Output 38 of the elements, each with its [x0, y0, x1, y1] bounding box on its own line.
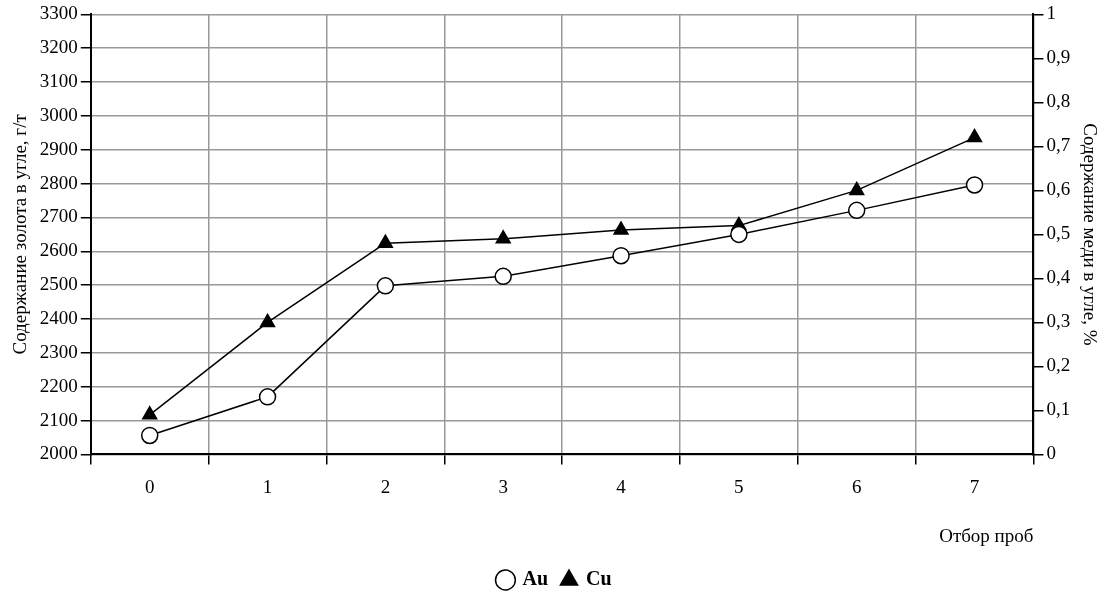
- y-tick-label: 2300: [39, 340, 78, 362]
- y-tick-label: 3100: [39, 70, 78, 92]
- y2-tick-label: 0,4: [1046, 266, 1071, 288]
- x-tick-label: 4: [616, 475, 627, 497]
- y-tick-label: 2000: [39, 442, 78, 464]
- y-tick-label: 3200: [39, 36, 78, 58]
- y2-tick-label: 0,1: [1046, 398, 1071, 420]
- y2-tick-label: 0,2: [1046, 354, 1071, 376]
- y-tick-label: 2100: [39, 408, 78, 430]
- legend-label: Au: [522, 567, 549, 590]
- y2-tick-label: 0,7: [1046, 134, 1071, 156]
- y-tick-label: 2500: [39, 273, 78, 295]
- y-tick-label: 2800: [39, 171, 78, 193]
- x-tick-label: 6: [851, 475, 862, 497]
- y-tick-label: 3300: [39, 2, 78, 24]
- x-tick-label: 2: [380, 475, 391, 497]
- y2-tick-label: 0,6: [1046, 178, 1071, 200]
- x-axis-title: Отбор проб: [939, 524, 1034, 546]
- x-tick-label: 3: [498, 475, 508, 497]
- y-tick-label: 2700: [39, 205, 78, 227]
- y2-tick-label: 0,8: [1046, 90, 1071, 112]
- y-tick-label: 2400: [39, 307, 78, 328]
- x-tick-label: 1: [262, 475, 273, 497]
- y-tick-label: 3000: [39, 103, 78, 125]
- y2-tick-label: 0,5: [1046, 222, 1071, 244]
- y2-tick-label: 0,3: [1046, 310, 1071, 332]
- y2-tick-label: 1: [1046, 2, 1056, 24]
- y-tick-label: 2600: [39, 239, 78, 261]
- y-tick-label: 2900: [39, 137, 78, 159]
- x-tick-label: 0: [144, 475, 155, 497]
- legend-label: Cu: [586, 567, 612, 590]
- x-tick-label: 5: [734, 475, 744, 497]
- y2-tick-label: 0: [1046, 442, 1056, 464]
- y-axis-title: Содержание золота в угле, г/т: [9, 113, 31, 355]
- y2-tick-label: 0,9: [1046, 46, 1071, 68]
- y2-axis-title: Содержание меди в угле, %: [1079, 123, 1101, 346]
- x-tick-label: 7: [969, 475, 980, 497]
- y-tick-label: 2200: [39, 374, 78, 396]
